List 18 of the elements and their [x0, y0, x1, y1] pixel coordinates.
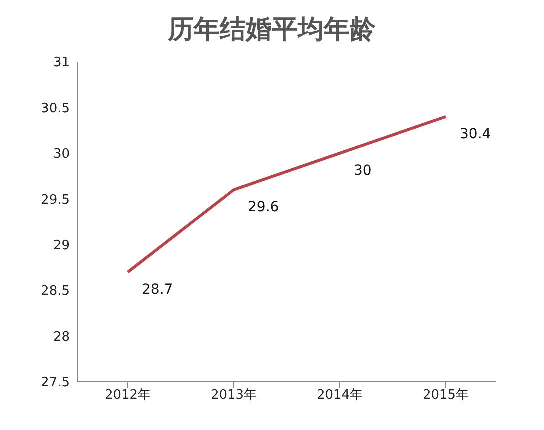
y-tick-label: 30 — [53, 147, 70, 162]
data-label: 28.7 — [142, 282, 174, 298]
data-label: 30.4 — [460, 126, 492, 142]
line-series — [126, 115, 448, 274]
y-tick-label: 29 — [53, 238, 70, 254]
data-label: 30 — [354, 163, 372, 180]
x-tick-label: 2015年 — [422, 388, 470, 404]
y-tick-label: 30.5 — [41, 101, 70, 116]
y-tick-label: 31 — [53, 56, 70, 71]
chart-title: 历年结婚平均年龄 — [166, 14, 377, 47]
y-tick-label: 28 — [53, 330, 70, 345]
x-tick-label: 2014年 — [316, 388, 364, 404]
y-tick-label: 28.5 — [41, 284, 70, 300]
y-tick-label: 27.5 — [41, 376, 70, 391]
data-label: 29.6 — [248, 200, 280, 216]
y-tick-label: 29.5 — [41, 192, 70, 208]
x-tick-label: 2012年 — [104, 388, 152, 404]
x-tick-label: 2013年 — [210, 388, 258, 404]
